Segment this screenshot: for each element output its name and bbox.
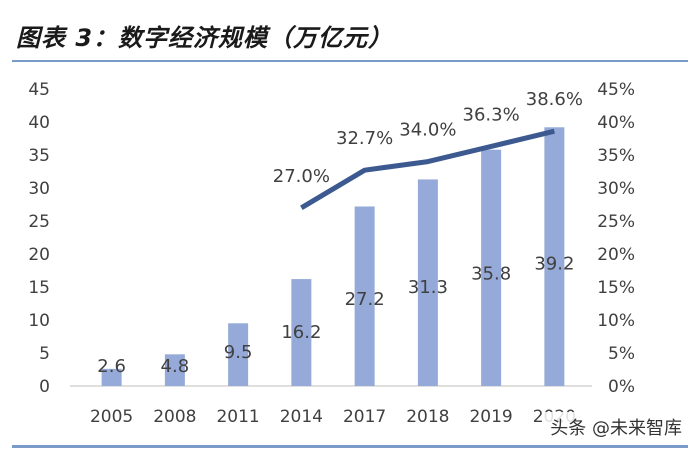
chart-area: 0 5 10 15 20 25 30 35 40 45 0% 5% 10% 15% 20% 25% 30% 35%…: [0, 64, 700, 448]
bar-value-label: 9.5: [224, 342, 253, 363]
x-tick-label: 2008: [153, 407, 196, 427]
line-value-label: 36.3%: [463, 104, 520, 125]
watermark-text: 头条 @未来智库: [544, 412, 688, 442]
line-value-label: 32.7%: [336, 128, 393, 149]
chart-title: 图表 3：数字经济规模（万亿元）: [16, 24, 394, 52]
y-left-tick-label: 0: [39, 377, 50, 397]
y-left-tick-label: 10: [28, 311, 50, 331]
bar: [101, 368, 122, 386]
y-left-tick-label: 35: [28, 146, 50, 166]
y-right-tick-label: 25%: [597, 212, 635, 232]
y-left-tick-label: 40: [28, 113, 50, 133]
bar: [481, 149, 502, 386]
x-tick-label: 2005: [90, 407, 133, 427]
bar-value-label: 27.2: [345, 289, 385, 310]
bar: [544, 127, 565, 386]
y-left-tick-label: 45: [28, 80, 50, 100]
x-tick-label: 2018: [406, 407, 449, 427]
bar: [354, 206, 375, 386]
y-right-tick-label: 35%: [597, 146, 635, 166]
y-right-tick-label: 10%: [597, 311, 635, 331]
title-bar: 图表 3：数字经济规模（万亿元）: [0, 0, 700, 64]
line-series: [300, 128, 555, 210]
bar-value-label: 2.6: [97, 356, 126, 377]
y-right-tick-label: 5%: [608, 344, 635, 364]
bar: [417, 179, 438, 386]
y-left-tick-label: 30: [28, 179, 50, 199]
bar-value-label: 39.2: [534, 254, 574, 275]
y-right-tick-label: 20%: [597, 245, 635, 265]
line-value-label: 27.0%: [273, 166, 330, 187]
y-left-tick-label: 15: [28, 278, 50, 298]
y-left-tick-label: 5: [39, 344, 50, 364]
y-right-tick-label: 30%: [597, 179, 635, 199]
bar: [228, 323, 249, 386]
x-tick-label: 2011: [216, 407, 259, 427]
y-left-tick-label: 20: [28, 245, 50, 265]
bar-value-label: 4.8: [161, 356, 190, 377]
x-tick-label: 2019: [469, 407, 512, 427]
bar: [291, 279, 312, 386]
title-divider: [12, 60, 688, 62]
bottom-divider: [12, 445, 688, 448]
bar-value-label: 16.2: [281, 322, 321, 343]
y-right-tick-label: 0%: [608, 377, 635, 397]
y-left-tick-label: 25: [28, 212, 50, 232]
chart-svg: 0 5 10 15 20 25 30 35 40 45 0% 5% 10% 15% 20% 25% 30% 35%…: [28, 80, 635, 427]
x-tick-label: 2017: [343, 407, 386, 427]
bar: [164, 354, 185, 386]
y-right-tick-label: 45%: [597, 80, 635, 100]
x-tick-label: 2014: [280, 407, 323, 427]
bar-value-label: 35.8: [471, 264, 511, 285]
line-value-label: 34.0%: [399, 120, 456, 141]
y-right-tick-label: 15%: [597, 278, 635, 298]
bar-value-label: 31.3: [408, 277, 448, 298]
line-value-label: 38.6%: [526, 89, 583, 110]
y-right-tick-label: 40%: [597, 113, 635, 133]
